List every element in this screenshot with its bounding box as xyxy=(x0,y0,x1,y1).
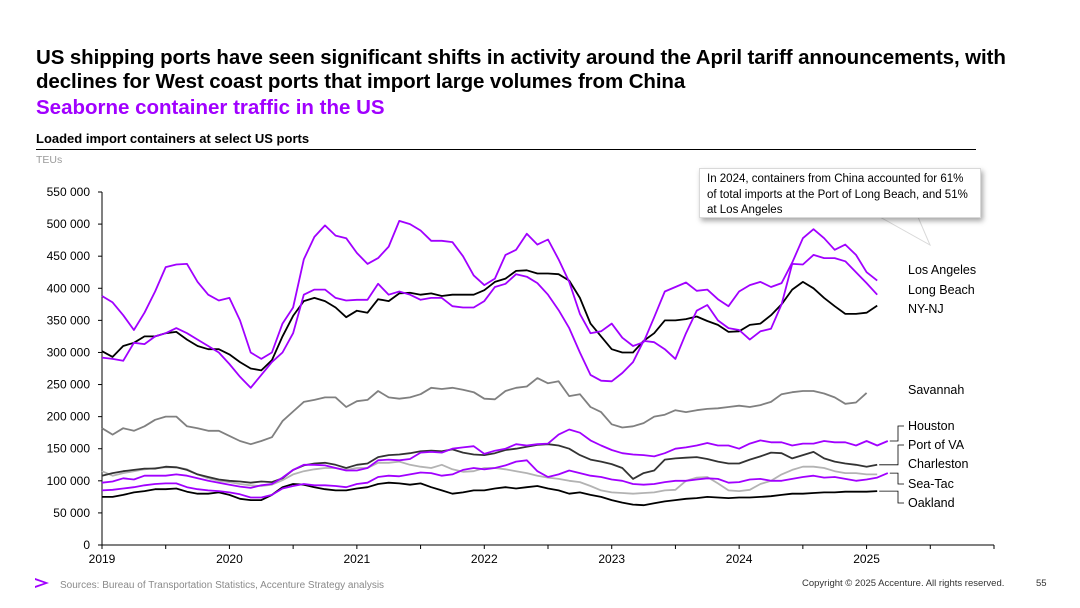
y-tick-label: 200 000 xyxy=(47,410,91,424)
x-tick-label: 2024 xyxy=(726,552,753,566)
series-label-sea-tac: Sea-Tac xyxy=(908,477,954,491)
x-tick-label: 2022 xyxy=(471,552,498,566)
x-tick-label: 2020 xyxy=(216,552,243,566)
series-line-oakland xyxy=(102,481,878,507)
chart-title: Loaded import containers at select US po… xyxy=(36,131,310,146)
series-label-oakland: Oakland xyxy=(908,496,955,510)
label-leader-line xyxy=(889,425,904,442)
x-tick-label: 2021 xyxy=(344,552,371,566)
series-line-ny-nj xyxy=(101,269,878,372)
x-tick-label: 2019 xyxy=(89,552,116,566)
accenture-logo-icon xyxy=(35,578,49,588)
y-tick-label: 50 000 xyxy=(53,506,90,520)
series-line-los-angeles xyxy=(101,219,878,360)
series-label-houston: Houston xyxy=(908,419,955,433)
page-subtitle: Seaborne container traffic in the US xyxy=(36,96,385,119)
label-leader-line xyxy=(879,490,904,504)
y-tick-label: 300 000 xyxy=(47,345,91,359)
callout-note: In 2024, containers from China accounted… xyxy=(699,168,981,218)
chart-legend: Los Angeles Long Beach NY-NJ Savannah Housto… xyxy=(879,263,976,510)
chart-series xyxy=(101,219,889,507)
y-axis-label: TEUs xyxy=(36,154,63,166)
series-label-savannah: Savannah xyxy=(908,383,964,397)
series-label-los-angeles: Los Angeles xyxy=(908,263,976,277)
y-tick-label: 250 000 xyxy=(47,378,91,392)
callout-pointer xyxy=(880,217,932,247)
y-tick-label: 100 000 xyxy=(47,474,91,488)
label-leader-line xyxy=(889,472,904,485)
chart-axes: 550 000 500 000 450 000 400 000 350 000 300 0… xyxy=(47,185,995,566)
y-tick-label: 150 000 xyxy=(47,442,91,456)
footer-sources: Sources: Bureau of Transportation Statis… xyxy=(60,580,385,591)
series-line-houston xyxy=(101,428,889,489)
page-number: 55 xyxy=(1036,578,1047,589)
y-tick-label: 400 000 xyxy=(47,281,91,295)
series-line-port-of-va xyxy=(101,443,878,484)
y-tick-label: 350 000 xyxy=(47,313,91,327)
series-label-port-of-va: Port of VA xyxy=(908,438,965,452)
x-tick-label: 2023 xyxy=(598,552,625,566)
y-tick-label: 0 xyxy=(83,538,90,552)
y-tick-label: 450 000 xyxy=(47,249,91,263)
series-line-long-beach xyxy=(101,253,878,389)
x-tick-label: 2025 xyxy=(853,552,880,566)
series-label-charleston: Charleston xyxy=(908,457,968,471)
footer-copyright: Copyright © 2025 Accenture. All rights r… xyxy=(802,578,1005,589)
series-label-long-beach: Long Beach xyxy=(908,283,975,297)
label-leader-line xyxy=(879,444,904,466)
page-title: US shipping ports have seen significant … xyxy=(36,46,1006,93)
series-label-ny-nj: NY-NJ xyxy=(908,302,944,316)
y-tick-label: 550 000 xyxy=(47,185,91,199)
series-line-savannah xyxy=(101,377,868,446)
title-divider xyxy=(36,149,976,150)
y-tick-label: 500 000 xyxy=(47,217,91,231)
series-line-sea-tac xyxy=(101,459,889,499)
